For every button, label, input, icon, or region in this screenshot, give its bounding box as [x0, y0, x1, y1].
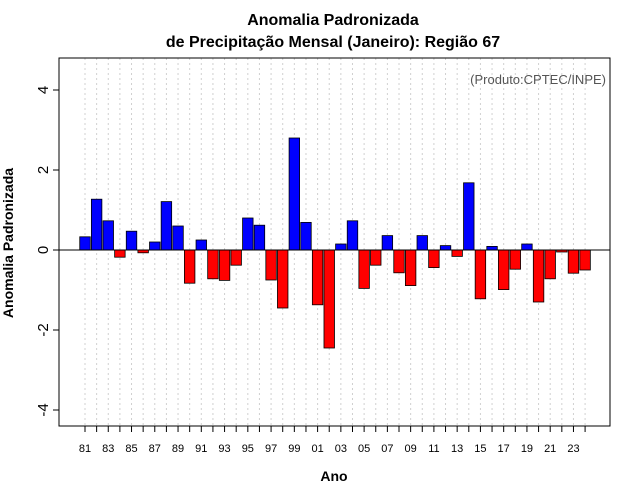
bar-01: [311, 249, 324, 306]
bar-11: [428, 249, 440, 269]
bar-09: [404, 249, 417, 286]
y-axis: -4 -2 0 2 4: [35, 86, 59, 417]
vertical-gridlines: [84, 58, 586, 426]
y-tick-label: 0: [35, 246, 52, 254]
bar-88: [160, 201, 173, 251]
bar-89: [172, 225, 184, 251]
x-axis: 81 83 85 87 89 91 93 95 97 99 01 03 05 07 09 11 13 15 17 19…: [79, 426, 586, 455]
bar-14: [463, 182, 475, 251]
chart-title-line2: de Precipitação Mensal (Janeiro): Região…: [166, 34, 500, 51]
x-tick-label-99: 99: [288, 443, 300, 455]
x-tick-label-09: 09: [405, 443, 417, 455]
bar-83: [102, 220, 114, 251]
bar-19: [521, 243, 533, 251]
bar-04: [346, 220, 359, 251]
x-tick-label-91: 91: [195, 443, 207, 455]
bar-00: [300, 221, 312, 251]
x-tick-label-17: 17: [498, 443, 510, 455]
y-tick-label: 2: [35, 166, 52, 174]
bar-02: [323, 249, 335, 349]
bar-10: [416, 235, 428, 251]
bar-81: [79, 236, 91, 251]
x-tick-label-19: 19: [521, 443, 533, 455]
bar-92: [207, 249, 219, 280]
bar-07: [381, 235, 394, 251]
bar-87: [149, 241, 161, 251]
x-tick-label-97: 97: [265, 443, 277, 455]
bar-06: [370, 249, 382, 266]
bar-95: [242, 217, 254, 251]
bar-94: [230, 249, 242, 266]
bar-12: [439, 245, 452, 251]
bar-08: [393, 249, 405, 274]
y-tick-label: -4: [35, 403, 52, 416]
x-tick-label-81: 81: [79, 443, 91, 455]
x-tick-label-83: 83: [102, 443, 114, 455]
bar-98: [277, 249, 289, 309]
bar-05: [358, 249, 370, 289]
x-tick-label-95: 95: [242, 443, 254, 455]
bar-24: [579, 249, 591, 271]
y-tick-label: -2: [35, 323, 52, 336]
bar-03: [335, 243, 347, 251]
x-tick-label-21: 21: [544, 443, 556, 455]
bar-18: [509, 249, 521, 270]
x-tick-label-87: 87: [149, 443, 161, 455]
credit-label: (Produto:CPTEC/INPE): [470, 72, 606, 87]
x-tick-label-01: 01: [311, 443, 323, 455]
bar-17: [498, 249, 510, 290]
x-tick-label-05: 05: [358, 443, 370, 455]
x-tick-label-15: 15: [474, 443, 486, 455]
chart-title-line1: Anomalia Padronizada: [247, 12, 419, 29]
plot-frame: [58, 57, 611, 427]
bar-90: [184, 249, 196, 284]
bar-84: [114, 249, 126, 258]
bar-96: [253, 224, 266, 251]
x-tick-label-07: 07: [381, 443, 393, 455]
bar-82: [90, 198, 103, 251]
bar-20: [532, 249, 545, 303]
bar-85: [125, 230, 138, 251]
x-tick-label-03: 03: [335, 443, 347, 455]
bar-93: [218, 249, 231, 281]
bar-23: [567, 249, 580, 274]
bar-15: [474, 249, 487, 300]
bar-97: [265, 249, 277, 281]
bar-16: [486, 245, 498, 251]
bar-99: [288, 137, 300, 251]
bar-91: [195, 239, 207, 251]
bar-13: [451, 249, 463, 257]
bar-21: [544, 249, 556, 280]
y-tick-label: 4: [35, 86, 52, 94]
x-tick-label-89: 89: [172, 443, 184, 455]
x-tick-label-13: 13: [451, 443, 463, 455]
x-tick-label-85: 85: [125, 443, 137, 455]
x-tick-label-23: 23: [567, 443, 579, 455]
x-axis-title: Ano: [320, 468, 347, 484]
x-tick-label-11: 11: [428, 443, 439, 455]
y-axis-title: Anomalia Padronizada: [0, 168, 16, 318]
bars-group: [79, 137, 591, 349]
x-tick-label-93: 93: [218, 443, 230, 455]
